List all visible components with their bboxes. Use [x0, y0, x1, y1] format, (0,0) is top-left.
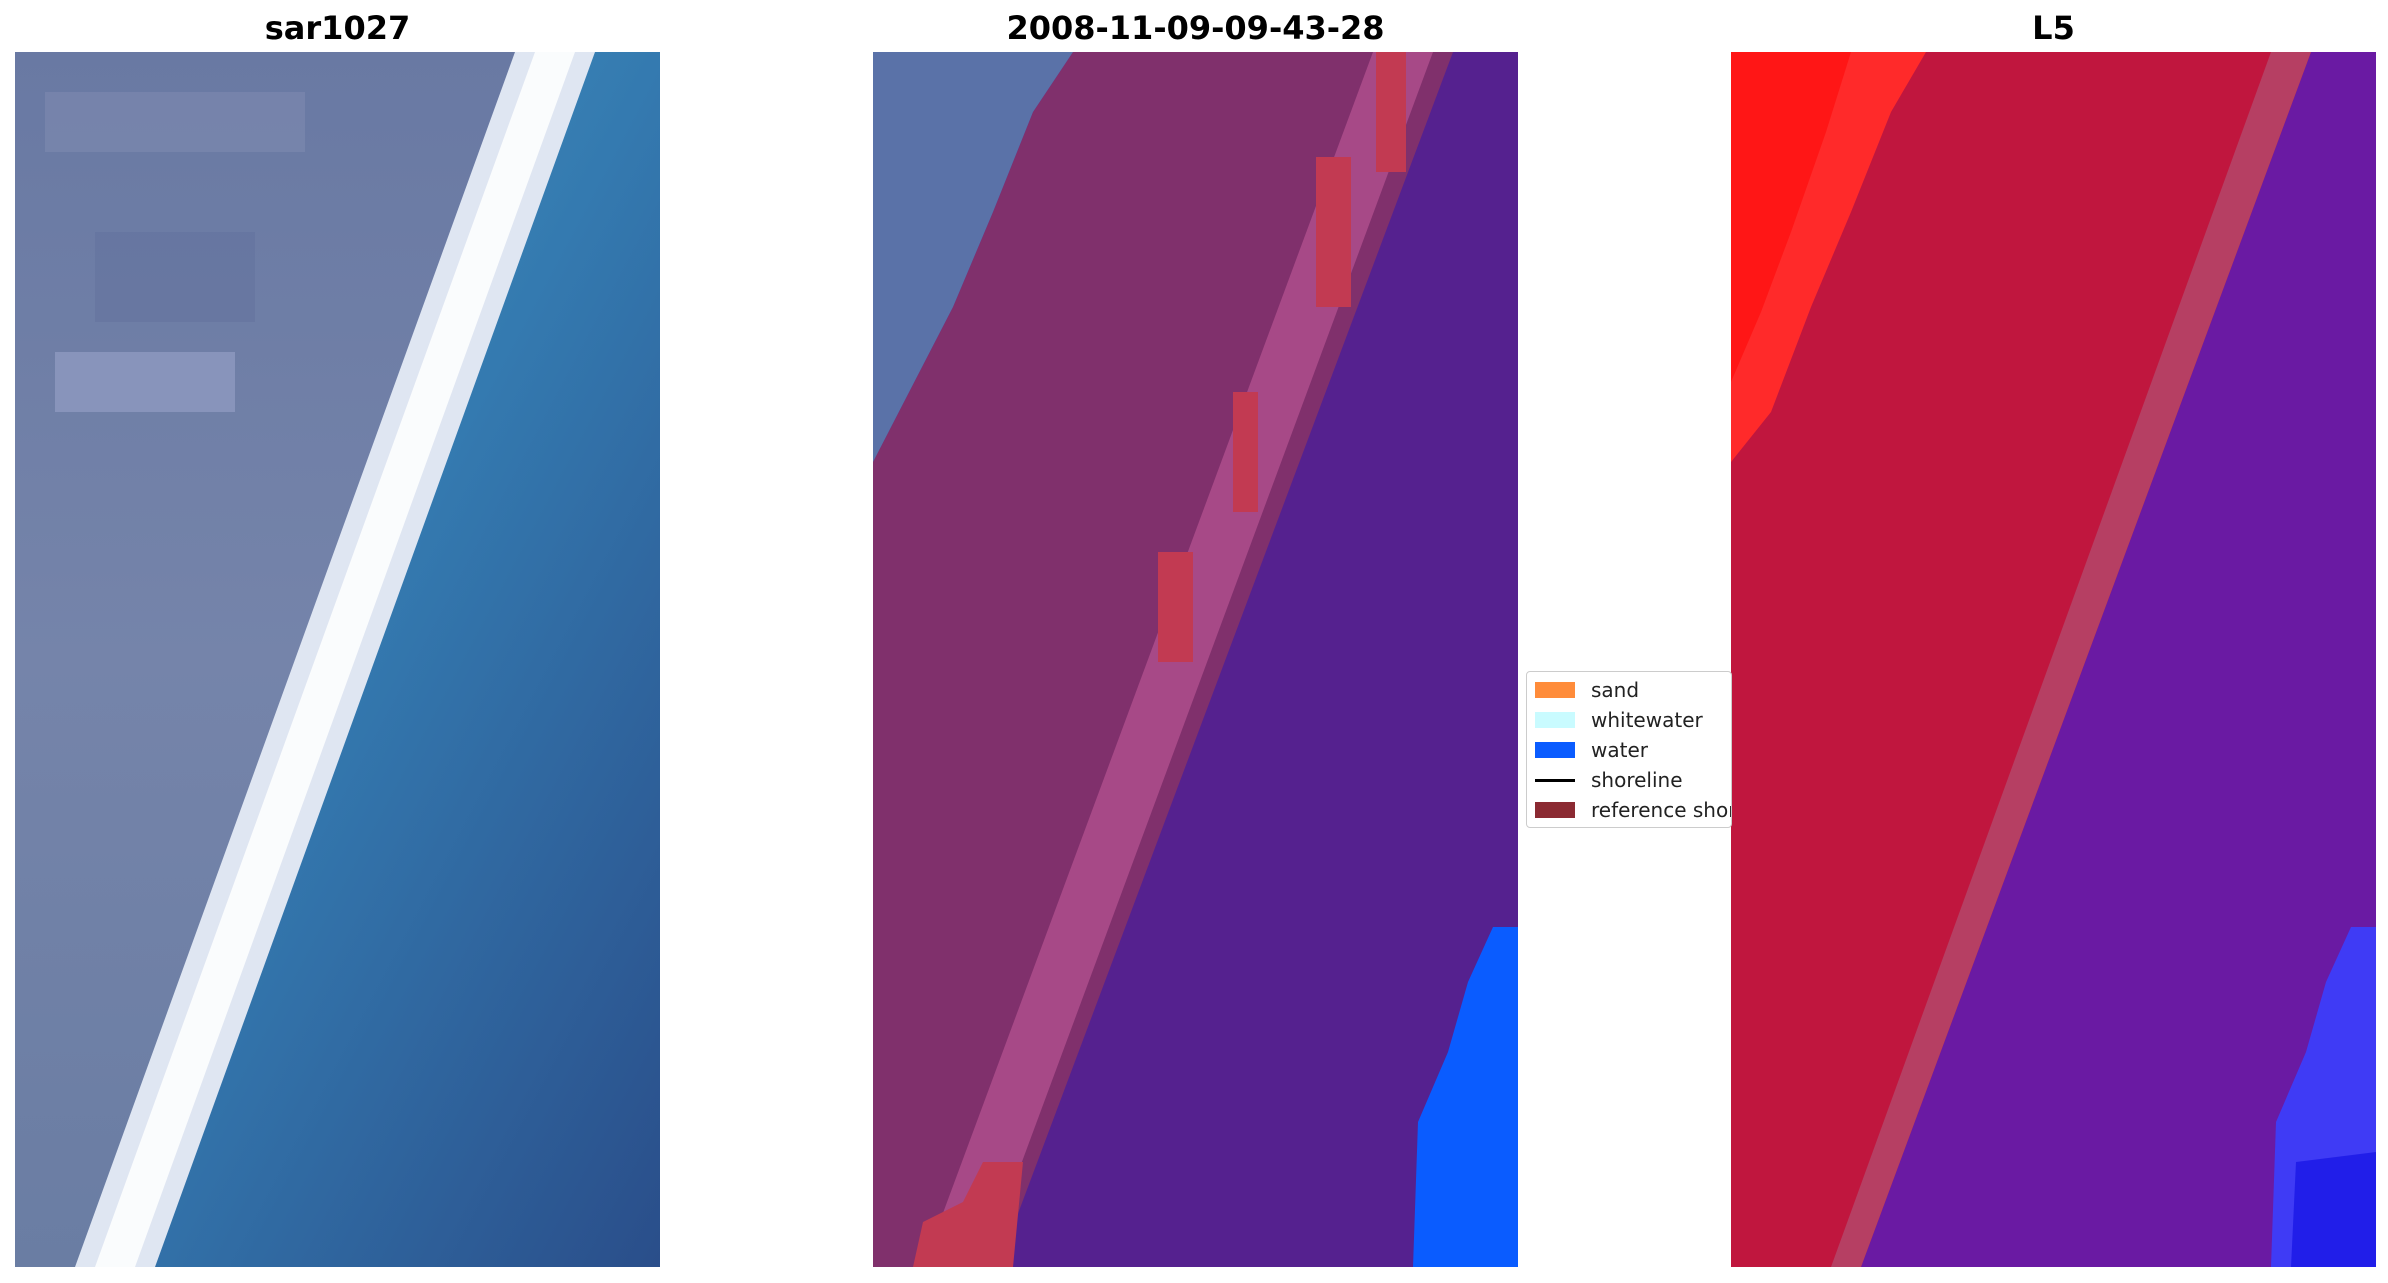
legend-item-water: water — [1535, 736, 1648, 764]
legend-label-reference-shoreline: reference shoreline — [1591, 798, 1732, 822]
panel-title-sar1027: sar1027 — [264, 9, 411, 47]
legend-label-shoreline: shoreline — [1591, 768, 1683, 792]
whitewater-swatch-icon — [1535, 712, 1575, 728]
panel-title-timestamp: 2008-11-09-09-43-28 — [1006, 9, 1385, 47]
legend: sand whitewater water shoreline referenc… — [1526, 671, 1732, 828]
legend-label-water: water — [1591, 738, 1648, 762]
legend-label-sand: sand — [1591, 678, 1640, 702]
legend-label-whitewater: whitewater — [1591, 708, 1703, 732]
shoreline-line-icon — [1535, 778, 1575, 782]
legend-item-sand: sand — [1535, 676, 1639, 704]
sand-swatch-icon — [1535, 682, 1575, 698]
legend-item-shoreline: shoreline — [1535, 766, 1683, 794]
classified-overlay-image — [873, 52, 1518, 1267]
water-swatch-icon — [1535, 742, 1575, 758]
legend-item-whitewater: whitewater — [1535, 706, 1703, 734]
reference-shoreline-swatch-icon — [1535, 802, 1575, 818]
legend-item-reference-shoreline: reference shoreline — [1535, 796, 1732, 824]
panel-title-l5: L5 — [2032, 9, 2075, 47]
rgb-satellite-image — [15, 52, 660, 1267]
mndwi-index-image — [1731, 52, 2376, 1267]
